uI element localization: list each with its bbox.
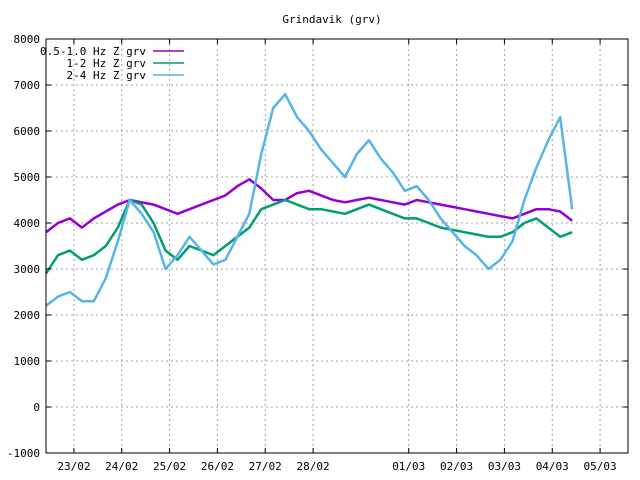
y-tick-label: 6000 — [14, 125, 41, 138]
grid — [46, 39, 628, 453]
x-tick-label: 01/03 — [392, 460, 425, 473]
legend-label: 2-4 Hz Z grv — [67, 69, 147, 82]
y-tick-label: 8000 — [14, 33, 41, 46]
x-tick-label: 03/03 — [488, 460, 521, 473]
legend-label: 0.5-1.0 Hz Z grv — [40, 45, 146, 58]
y-tick-label: 4000 — [14, 217, 41, 230]
x-tick-label: 26/02 — [201, 460, 234, 473]
x-tick-label: 25/02 — [153, 460, 186, 473]
y-tick-label: 7000 — [14, 79, 41, 92]
x-tick-label: 23/02 — [57, 460, 90, 473]
series-line-1 — [45, 178, 573, 234]
chart-title: Grindavik (grv) — [282, 13, 381, 26]
axes: -1000 0 1000 2000 3000 4000 5000 6000 7000 8000 23… — [7, 33, 628, 473]
x-tick-label: 04/03 — [536, 460, 569, 473]
y-tick-label: 2000 — [14, 309, 41, 322]
series-line-3 — [45, 92, 574, 307]
y-tick-label: 5000 — [14, 171, 41, 184]
x-tick-label: 24/02 — [105, 460, 138, 473]
x-tick-label: 27/02 — [249, 460, 282, 473]
y-tick-label: 1000 — [14, 355, 41, 368]
legend-label: 1-2 Hz Z grv — [67, 57, 147, 70]
plot-frame — [45, 38, 629, 454]
x-tick-label: 02/03 — [440, 460, 473, 473]
y-tick-label: 3000 — [14, 263, 41, 276]
y-tick-label: -1000 — [7, 447, 40, 460]
series-line-2 — [44, 198, 573, 275]
x-tick-label: 28/02 — [297, 460, 330, 473]
x-tick-label: 05/03 — [584, 460, 617, 473]
y-tick-label: 0 — [33, 401, 40, 414]
series-layer — [44, 92, 574, 307]
